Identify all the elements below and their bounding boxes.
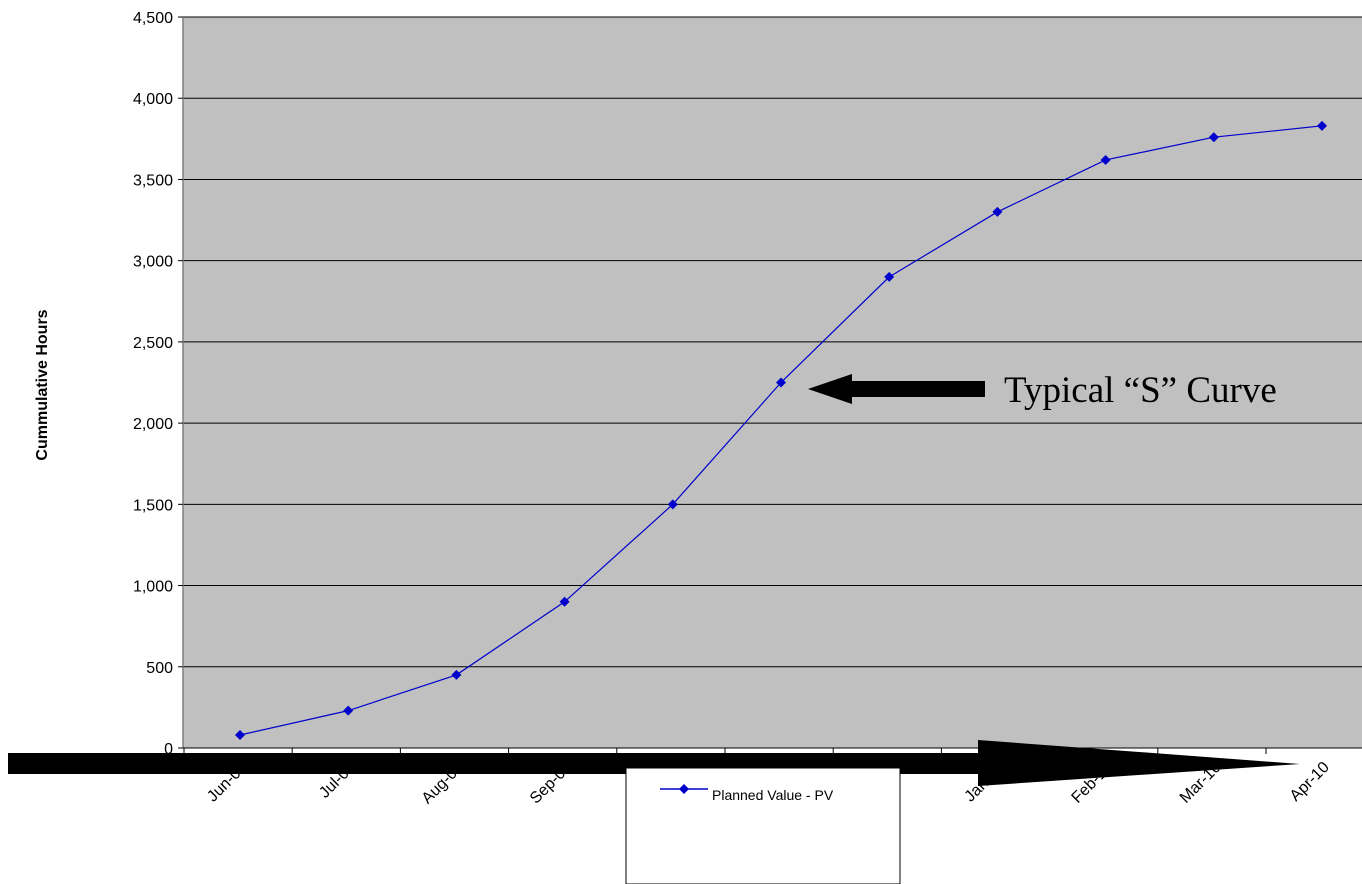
data-point-marker [884,271,895,282]
data-point-marker [343,705,354,716]
data-point-marker [451,669,462,680]
series-planned-value [235,120,1327,741]
x-tick-label: Apr-10 [1287,759,1333,805]
data-point-marker [1100,154,1111,165]
gridlines [183,16,1362,668]
plot-area [183,17,1362,748]
y-tick-label: 1,500 [133,497,173,514]
y-tick-label: 3,500 [133,172,173,189]
data-point-marker [1208,132,1219,143]
y-tick-label: 1,000 [133,579,173,596]
data-point-marker [235,730,245,741]
y-tick-label: 0 [164,741,173,758]
y-axis-ticks: 0 500 1,000 1,500 2,000 2,500 3,000 3,500 4,000 4… [133,10,183,758]
legend-marker-icon [679,784,689,794]
data-point-marker [1317,120,1327,131]
legend-label: Planned Value - PV [712,787,834,803]
y-tick-label: 2,000 [133,416,173,433]
data-point-marker [992,206,1003,217]
annotation-arrow [808,374,985,404]
y-tick-label: 3,000 [133,254,173,271]
y-tick-label: 4,500 [133,10,173,27]
data-point-marker [667,499,678,510]
data-point-marker [776,377,786,388]
y-tick-label: 4,000 [133,91,173,108]
y-tick-label: 2,500 [133,335,173,352]
y-tick-label: 500 [146,660,173,677]
y-axis-title: Cummulative Hours [34,309,51,460]
annotation-text: Typical “S” Curve [1004,370,1277,411]
legend: Planned Value - PV [625,767,901,884]
legend-box [625,767,901,884]
data-point-marker [559,596,570,607]
timeline-arrow [8,740,1300,786]
